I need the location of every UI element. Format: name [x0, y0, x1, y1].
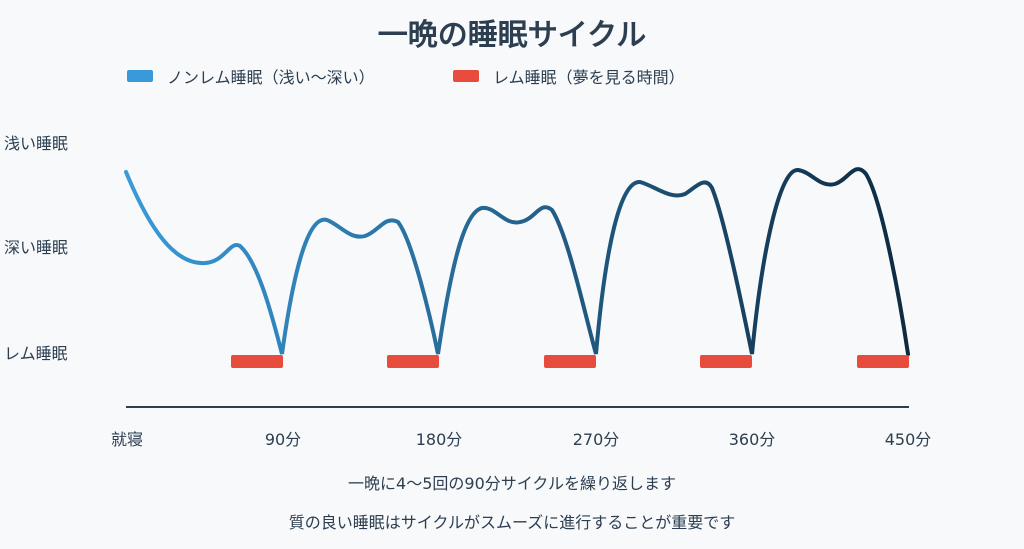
- rem-block-3: [544, 355, 596, 368]
- sleep-curve: [124, 167, 910, 356]
- note-cycles: 一晩に4〜5回の90分サイクルを繰り返します: [348, 474, 676, 493]
- y-label-rem: レム睡眠: [4, 344, 68, 363]
- x-label-180: 180分: [415, 430, 463, 449]
- y-label-deep: 深い睡眠: [4, 238, 69, 257]
- nonrem-swatch: [127, 70, 153, 82]
- note-quality: 質の良い睡眠はサイクルがスムーズに進行することが重要です: [288, 513, 736, 532]
- legend-rem: レム睡眠（夢を見る時間）: [453, 64, 685, 88]
- x-label-450: 450分: [884, 430, 932, 449]
- legend-nonrem: ノンレム睡眠（浅い〜深い）: [127, 64, 375, 88]
- x-label-360: 360分: [728, 430, 776, 449]
- legend-rem-label: レム睡眠（夢を見る時間）: [493, 68, 685, 87]
- rem-block-5: [857, 355, 909, 368]
- rem-swatch: [453, 70, 479, 82]
- rem-block-4: [700, 355, 752, 368]
- legend-nonrem-label: ノンレム睡眠（浅い〜深い）: [167, 68, 375, 87]
- rem-block-1: [231, 355, 283, 368]
- y-label-light: 浅い睡眠: [4, 134, 69, 153]
- x-label-bedtime: 就寝: [110, 430, 144, 449]
- x-label-270: 270分: [572, 430, 620, 449]
- page-title: 一晩の睡眠サイクル: [377, 18, 647, 53]
- x-label-90: 90分: [264, 430, 302, 449]
- rem-block-2: [387, 355, 439, 368]
